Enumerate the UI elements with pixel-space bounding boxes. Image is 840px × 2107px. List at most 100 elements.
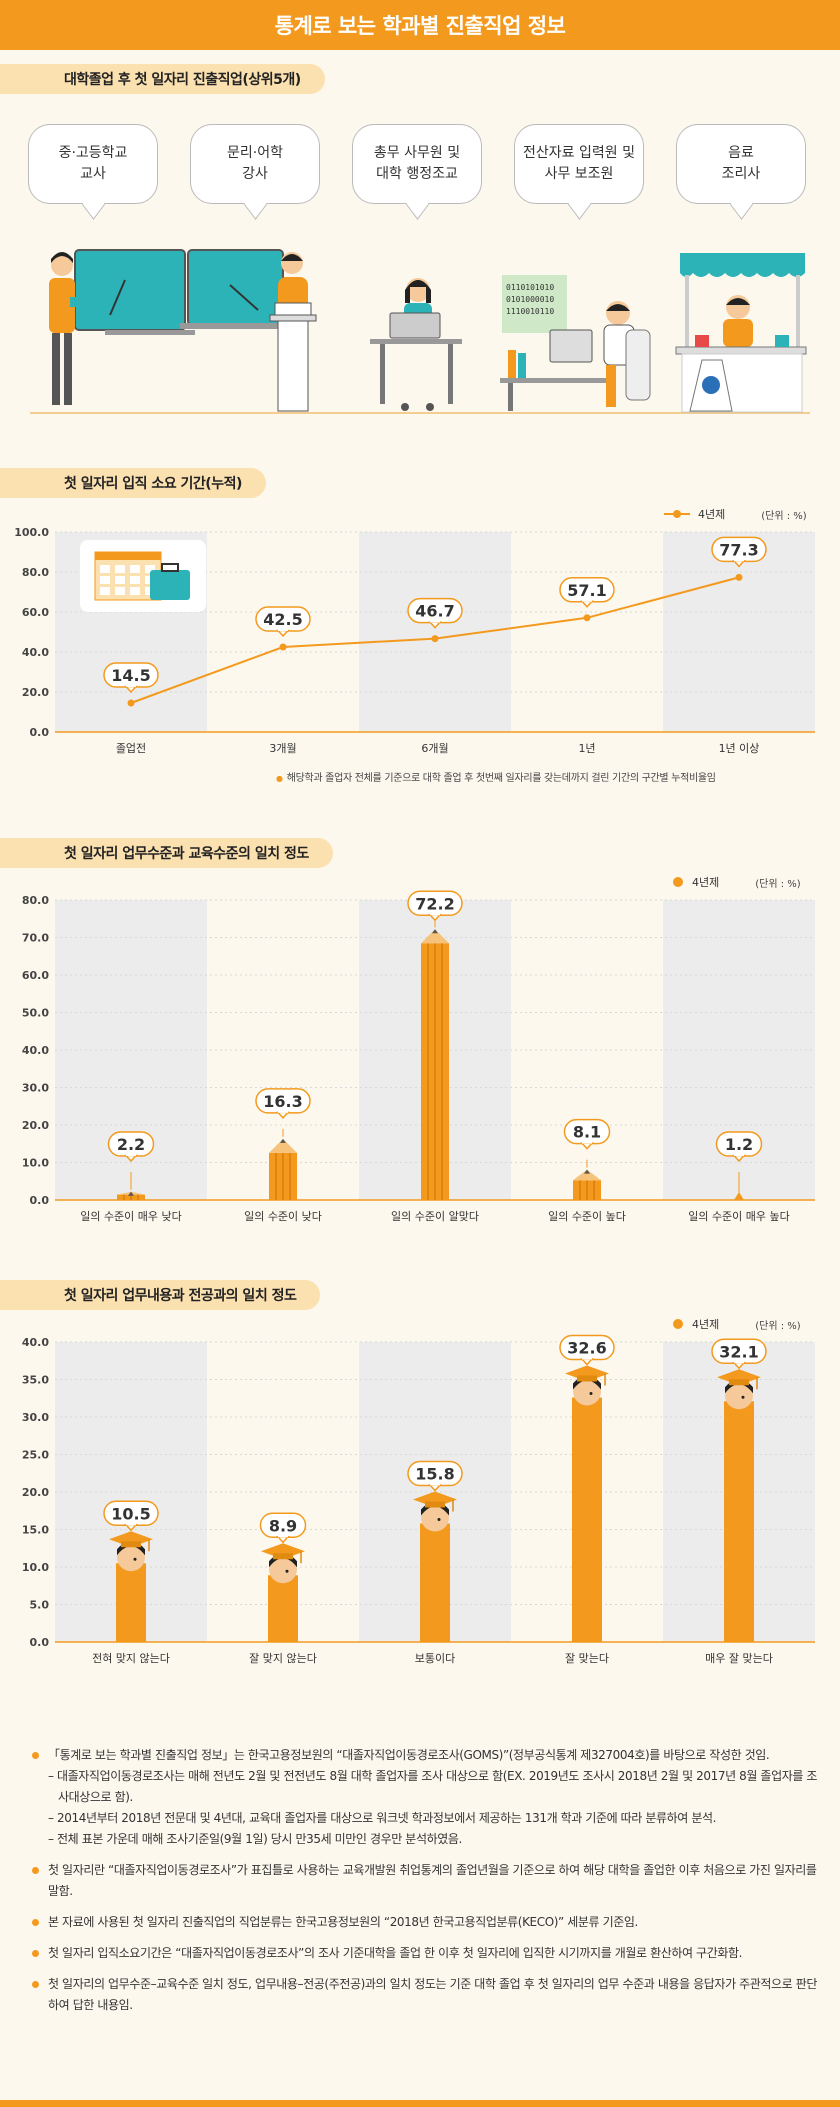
chart2-ytick-4: 40.0 bbox=[22, 1044, 49, 1057]
footnote-1: 첫 일자리란 “대졸자직업이동경로조사”가 표집틀로 사용하는 교육개발원 취업… bbox=[28, 1860, 818, 1902]
chart3-xlabel-4: 매우 잘 맞는다 bbox=[705, 1652, 773, 1665]
chart2-xlabel-1: 일의 수준이 낮다 bbox=[244, 1209, 322, 1223]
chart3-bar-3 bbox=[565, 1365, 609, 1642]
chart3-bar-2 bbox=[413, 1491, 457, 1642]
job-bubble-4: 전산자료 입력원 및 사무 보조원 bbox=[514, 124, 644, 204]
section3-title-text: 첫 일자리 업무수준과 교육수준의 일치 정도 bbox=[64, 846, 309, 862]
chart2-bar-0 bbox=[117, 1191, 145, 1200]
svg-text:8.1: 8.1 bbox=[573, 1123, 601, 1142]
chart2-xlabel-4: 일의 수준이 매우 높다 bbox=[688, 1209, 790, 1223]
chart1-point-1 bbox=[279, 643, 287, 651]
svg-text:2.2: 2.2 bbox=[117, 1135, 145, 1154]
binary-line-2: 0101000010 bbox=[506, 295, 554, 304]
footnote-4: 첫 일자리의 업무수준–교육수준 일치 정도, 업무내용–전공(주전공)과의 일… bbox=[28, 1974, 818, 2016]
binary-line-3: 1110010110 bbox=[506, 307, 554, 316]
chart2-container: 0.0 10.0 20.0 30.0 40.0 50.0 60.0 70.0 80.0 일의 수준… bbox=[0, 890, 840, 1230]
footnote-text-4: 첫 일자리의 업무수준–교육수준 일치 정도, 업무내용–전공(주전공)과의 일… bbox=[48, 1977, 818, 2012]
chart3-xlabel-3: 잘 맞는다 bbox=[565, 1652, 609, 1665]
chart1-point-2 bbox=[431, 635, 439, 643]
chart1-data-label-2: 46.7 bbox=[407, 597, 463, 629]
chart1-ytick-4: 80.0 bbox=[22, 566, 49, 579]
svg-text:15.8: 15.8 bbox=[415, 1465, 454, 1484]
chart3-ytick-1: 5.0 bbox=[30, 1599, 50, 1612]
svg-text:77.3: 77.3 bbox=[719, 540, 758, 559]
chart2-xlabel-0: 일의 수준이 매우 낮다 bbox=[80, 1209, 182, 1223]
chart1-svg: 0.0 20.0 40.0 60.0 80.0 100.0 졸업전 3개월 6개월 1년 1년 이상… bbox=[14, 526, 815, 755]
section1-title-text: 대학졸업 후 첫 일자리 진출직업(상위5개) bbox=[64, 72, 301, 88]
chart1-ytick-5: 100.0 bbox=[14, 526, 49, 539]
chart1-note: 해당학과 졸업자 전체를 기준으로 대학 졸업 후 첫번째 일자리를 갖는데까지… bbox=[276, 769, 716, 784]
section4-title-text: 첫 일자리 업무내용과 전공과의 일치 정도 bbox=[64, 1288, 297, 1304]
chart1-xlabel-4: 1년 이상 bbox=[719, 742, 760, 755]
footnote-0: 「통계로 보는 학과별 진출직업 정보」는 한국고용정보원의 “대졸자직업이동경… bbox=[28, 1745, 818, 1850]
job-bubble-1: 중·고등학교 교사 bbox=[28, 124, 158, 204]
legend-dot-marker bbox=[673, 877, 683, 887]
section2-title-text: 첫 일자리 입직 소요 기간(누적) bbox=[64, 476, 242, 492]
chart3-ytick-5: 25.0 bbox=[22, 1449, 49, 1462]
chart2-ytick-3: 30.0 bbox=[22, 1082, 49, 1095]
chart2-data-label-1: 16.3 bbox=[255, 1088, 311, 1119]
svg-text:32.1: 32.1 bbox=[719, 1342, 758, 1361]
svg-text:46.7: 46.7 bbox=[415, 602, 454, 621]
chart2-xlabel-3: 일의 수준이 높다 bbox=[548, 1209, 626, 1223]
chart3-legend-label: 4년제 bbox=[692, 1318, 720, 1331]
legend-line-marker bbox=[664, 510, 690, 518]
chart3-ytick-4: 20.0 bbox=[22, 1486, 49, 1499]
chart3-data-label-3: 32.6 bbox=[559, 1334, 615, 1366]
lecturer-illustration bbox=[180, 249, 317, 412]
svg-text:8.9: 8.9 bbox=[269, 1516, 297, 1535]
chart2-xlabel-2: 일의 수준이 알맞다 bbox=[391, 1209, 479, 1223]
chart1-point-0 bbox=[127, 699, 135, 707]
chart1-ytick-3: 60.0 bbox=[22, 606, 49, 619]
chart1-data-label-3: 57.1 bbox=[559, 577, 615, 608]
page-banner: 통계로 보는 학과별 진출직업 정보 bbox=[0, 0, 840, 50]
chart3-bar-1 bbox=[261, 1543, 305, 1642]
chart3-data-label-0: 10.5 bbox=[103, 1500, 159, 1532]
legend-dot-marker-3 bbox=[673, 1319, 683, 1329]
chart1-xlabel-0: 졸업전 bbox=[116, 742, 146, 755]
chart1-point-4 bbox=[735, 573, 743, 581]
chart3-xlabel-0: 전혀 맞지 않는다 bbox=[92, 1652, 170, 1665]
chart2-data-label-2: 72.2 bbox=[407, 890, 463, 922]
job-illustrations: 0110101010 0101000010 1110010110 bbox=[30, 249, 810, 414]
chart1-xlabel-2: 6개월 bbox=[421, 742, 448, 755]
page-title: 통계로 보는 학과별 진출직업 정보 bbox=[274, 14, 566, 38]
chart2-ytick-0: 0.0 bbox=[30, 1194, 50, 1207]
job-bubble-3: 총무 사무원 및 대학 행정조교 bbox=[352, 124, 482, 204]
svg-text:14.5: 14.5 bbox=[111, 666, 150, 685]
svg-text:32.6: 32.6 bbox=[567, 1339, 606, 1358]
chart2-bar-1 bbox=[269, 1138, 297, 1200]
chart1-unit: (단위 : %) bbox=[761, 510, 807, 522]
chart2-bar-4 bbox=[734, 1192, 744, 1200]
footnote-text-3: 첫 일자리 입직소요기간은 “대졸자직업이동경로조사”의 조사 기준대학을 졸업… bbox=[48, 1946, 743, 1960]
chart3-ytick-7: 35.0 bbox=[22, 1374, 49, 1387]
footnote-3: 첫 일자리 입직소요기간은 “대졸자직업이동경로조사”의 조사 기준대학을 졸업… bbox=[28, 1943, 818, 1964]
teacher-illustration bbox=[49, 249, 195, 405]
chart2-data-label-3: 8.1 bbox=[563, 1118, 611, 1150]
chart1-data-label-4: 77.3 bbox=[711, 536, 767, 568]
binary-line-1: 0110101010 bbox=[506, 283, 554, 292]
footnotes: 「통계로 보는 학과별 진출직업 정보」는 한국고용정보원의 “대졸자직업이동경… bbox=[28, 1745, 818, 2026]
chart1-data-label-1: 42.5 bbox=[255, 606, 311, 638]
office-worker-illustration bbox=[370, 278, 462, 411]
footnote-0-sub-2: – 전체 표본 가운데 매해 조사기준일(9월 1일) 당시 만35세 미만인 … bbox=[48, 1832, 462, 1846]
footer-bar bbox=[0, 2100, 840, 2107]
chart3-data-label-1: 8.9 bbox=[259, 1512, 307, 1544]
chart1-container: 0.0 20.0 40.0 60.0 80.0 100.0 졸업전 3개월 6개월 1년 1년 이상… bbox=[0, 520, 840, 790]
svg-text:10.5: 10.5 bbox=[111, 1504, 150, 1523]
section2-title: 첫 일자리 입직 소요 기간(누적) bbox=[0, 468, 266, 498]
svg-text:1.2: 1.2 bbox=[725, 1135, 753, 1154]
chart3-bar-4 bbox=[717, 1369, 761, 1642]
calendar-briefcase-icon bbox=[80, 540, 206, 612]
chart3-svg: 0.0 5.0 10.0 15.0 20.0 25.0 30.0 35.0 40.0 전혀 맞지 … bbox=[22, 1334, 815, 1665]
chart3-data-label-4: 32.1 bbox=[711, 1338, 767, 1370]
chart2-ytick-5: 50.0 bbox=[22, 1007, 49, 1020]
svg-text:57.1: 57.1 bbox=[567, 581, 606, 600]
chart2-bar-3 bbox=[573, 1169, 601, 1200]
chart1-ytick-2: 40.0 bbox=[22, 646, 49, 659]
chart3-container: 0.0 5.0 10.0 15.0 20.0 25.0 30.0 35.0 40.0 전혀 맞지 … bbox=[0, 1330, 840, 1670]
footnote-text-2: 본 자료에 사용된 첫 일자리 진출직업의 직업분류는 한국고용정보원의 “20… bbox=[48, 1915, 638, 1929]
chart3-xlabel-2: 보통이다 bbox=[415, 1652, 455, 1665]
footnote-2: 본 자료에 사용된 첫 일자리 진출직업의 직업분류는 한국고용정보원의 “20… bbox=[28, 1912, 818, 1933]
section4-title: 첫 일자리 업무내용과 전공과의 일치 정도 bbox=[0, 1280, 321, 1310]
